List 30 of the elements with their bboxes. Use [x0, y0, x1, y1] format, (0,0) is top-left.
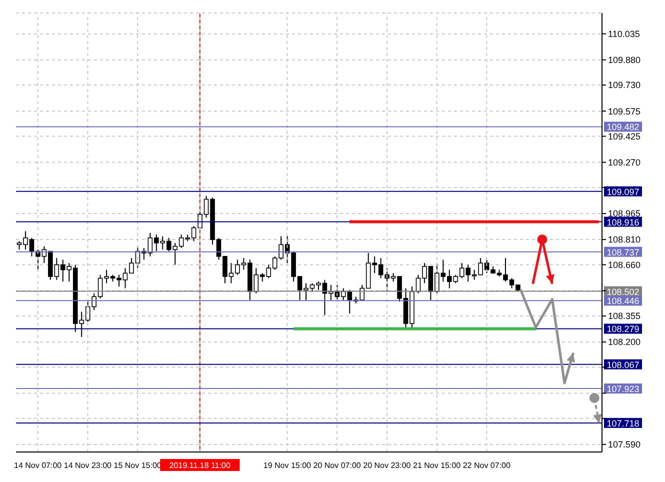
ref-line-label: 107.923	[606, 384, 640, 394]
y-tick-label: 108.965	[608, 208, 641, 219]
ref-line-label: 109.482	[606, 122, 640, 132]
ref-line-label: 108.446	[606, 296, 640, 306]
x-tick-label: 20 Nov 23:00	[363, 461, 412, 470]
x-tick-label: 20 Nov 07:00	[313, 461, 362, 470]
x-tick-label: 21 Nov 15:00	[413, 461, 462, 470]
y-tick-label: 109.270	[608, 157, 641, 168]
x-tick-label: 14 Nov 07:00	[14, 461, 62, 470]
ref-line-label: 108.067	[606, 360, 640, 370]
x-tick-label: 19 Nov 15:00	[263, 461, 312, 470]
y-tick-label: 108.200	[608, 337, 641, 348]
x-tick-label: 22 Nov 07:00	[462, 461, 512, 470]
ref-line-label: 108.916	[606, 217, 640, 228]
ref-line-label: 108.737	[606, 247, 640, 258]
y-tick-label: 108.355	[608, 311, 641, 322]
y-tick-label: 108.660	[608, 260, 641, 270]
x-tick-label: 14 Nov 23:00	[64, 461, 112, 470]
y-tick-label: 109.575	[608, 106, 641, 116]
ref-line-label: 108.279	[606, 324, 640, 334]
y-tick-label: 109.880	[608, 55, 641, 66]
y-tick-label: 109.425	[608, 131, 641, 142]
ref-line-label: 109.097	[606, 186, 640, 197]
y-tick-label: 107.590	[608, 440, 641, 450]
y-tick-label: 108.810	[608, 234, 641, 245]
y-tick-label: 110.035	[608, 29, 640, 40]
ref-line-label: 108.502	[606, 286, 640, 297]
ref-line-label: 107.718	[606, 418, 640, 428]
x-tick-label: 2019.11.18 11:00	[169, 461, 231, 470]
y-tick-label: 109.730	[608, 80, 641, 90]
